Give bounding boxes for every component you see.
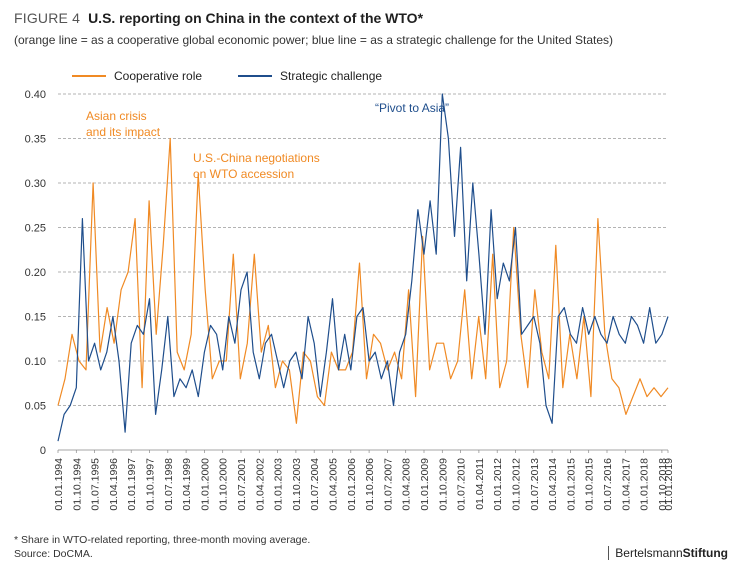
y-tick-label: 0.20 — [25, 267, 46, 279]
figure-title-text: U.S. reporting on China in the context o… — [88, 10, 424, 26]
x-tick-label: 01.01.2015 — [565, 458, 577, 511]
x-tick-label: 01.01.2003 — [273, 458, 285, 511]
series-line-strategic-challenge — [57, 93, 669, 442]
x-tick-label: 01.01.2012 — [492, 458, 504, 511]
annotation-text: Asian crisis — [86, 109, 147, 123]
x-tick-label: 01.07.2010 — [456, 458, 468, 511]
logo-part1: Bertelsmann — [615, 546, 683, 560]
legend-label: Strategic challenge — [280, 69, 382, 83]
x-tick-label: 01.01.1997 — [126, 458, 138, 511]
x-tick-label: 01.07.2016 — [602, 458, 614, 511]
x-tick-label: 01.04.2002 — [254, 458, 266, 511]
figure-subtitle: (orange line = as a cooperative global e… — [14, 33, 614, 47]
figure-title: FIGURE 4 U.S. reporting on China in the … — [14, 10, 423, 26]
legend: Cooperative role Strategic challenge — [72, 69, 382, 83]
annotation-text: and its impact — [86, 125, 161, 139]
x-tick-label: 01.01.1994 — [53, 458, 65, 511]
x-tick-label: 01.01.2018 — [639, 458, 651, 511]
y-tick-label: 0 — [40, 445, 46, 457]
legend-label: Cooperative role — [114, 69, 202, 83]
chart-gridlines — [58, 93, 668, 451]
x-tick-label: 01.01.2009 — [419, 458, 431, 511]
x-tick-label: 01.04.1999 — [181, 458, 193, 511]
y-tick-label: 0.05 — [25, 401, 46, 413]
x-tick-label: 01.04.2008 — [401, 458, 413, 511]
publisher-logo: BertelsmannStiftung — [608, 546, 728, 560]
logo-part2: Stiftung — [682, 546, 728, 560]
y-tick-label: 0.10 — [25, 356, 46, 368]
y-tick-label: 0.35 — [25, 134, 46, 146]
y-tick-label: 0.40 — [25, 89, 46, 101]
x-tick-label: 01.04.2014 — [547, 458, 559, 511]
x-axis-ticks: 01.01.1994 01.10.1994 01.07.1995 01.04.1996… — [53, 450, 675, 511]
footnote: * Share in WTO-related reporting, three-… — [14, 533, 310, 561]
annotation-text: on WTO accession — [193, 167, 294, 181]
figure-number: FIGURE 4 — [14, 10, 81, 26]
series-line-cooperative-role — [57, 137, 669, 424]
x-tick-label: 01.07.2013 — [529, 458, 541, 511]
y-axis-ticks: 0 0.05 0.10 0.15 0.20 0.25 0.30 0.35 0.40 — [25, 89, 46, 457]
x-tick-label: 01.04.1996 — [108, 458, 120, 511]
x-tick-label: 01.04.2011 — [474, 458, 486, 510]
x-tick-label: 01.10.2018 — [657, 458, 669, 511]
annotation-text: U.S.-China negotiations — [193, 151, 320, 165]
x-tick-label: 01.10.1997 — [145, 458, 157, 511]
annotation-text: “Pivot to Asia” — [375, 101, 449, 115]
x-tick-label: 01.07.2001 — [236, 458, 248, 511]
y-tick-label: 0.15 — [25, 312, 46, 324]
series-lines — [57, 93, 669, 442]
annotations: Asian crisis and its impact U.S.-China neg… — [86, 101, 449, 181]
x-tick-label: 01.10.2015 — [584, 458, 596, 511]
footnote-note: * Share in WTO-related reporting, three-… — [14, 534, 311, 546]
x-tick-label: 01.07.2007 — [382, 458, 394, 511]
x-tick-label: 01.07.1995 — [90, 458, 102, 511]
footnote-source: Source: DoCMA. — [14, 548, 93, 560]
x-tick-label: 01.10.2003 — [291, 458, 303, 511]
x-tick-label: 01.10.2000 — [218, 458, 230, 511]
x-tick-label: 01.04.2005 — [328, 458, 340, 511]
x-tick-label: 01.10.2009 — [437, 458, 449, 511]
y-tick-label: 0.30 — [25, 178, 46, 190]
x-tick-label: 01.01.2006 — [346, 458, 358, 511]
x-tick-label: 01.10.2012 — [511, 458, 523, 511]
x-tick-label: 01.07.1998 — [163, 458, 175, 511]
x-tick-label: 01.10.2006 — [364, 458, 376, 511]
y-tick-label: 0.25 — [25, 223, 46, 235]
x-tick-label: 01.07.2004 — [309, 458, 321, 511]
x-tick-label: 01.04.2017 — [620, 458, 632, 511]
x-tick-label: 01.01.2000 — [199, 458, 211, 511]
x-tick-label: 01.01.2019 — [663, 458, 675, 511]
x-tick-label: 01.10.1994 — [71, 458, 83, 511]
